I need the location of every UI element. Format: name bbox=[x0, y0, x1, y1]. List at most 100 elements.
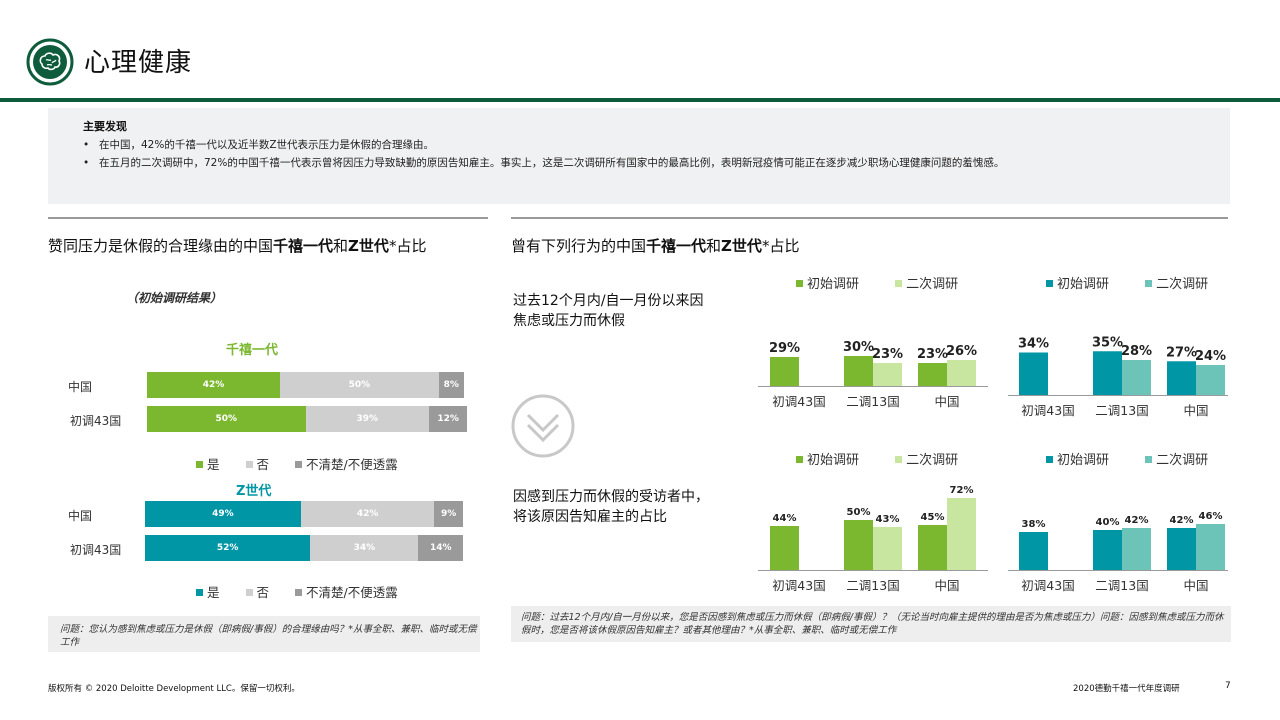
category-label: 二调13国 bbox=[846, 578, 899, 593]
bar bbox=[1196, 524, 1225, 570]
genz-group-title: Z世代 bbox=[236, 484, 272, 499]
left-footnote: 问题：您认为感到焦虑或压力是休假（即病假/事假）的合理缘由吗？*从事全职、兼职、… bbox=[48, 616, 480, 652]
legend-genz: 是 否 不清楚/不便透露 bbox=[196, 582, 398, 601]
legend-item: 是 bbox=[196, 585, 220, 600]
key-findings-box: 主要发现 • 在中国，42%的千禧一代以及近半数Z世代表示压力是休假的合理缘由。 … bbox=[48, 108, 1230, 204]
section-rule-right bbox=[511, 217, 1228, 219]
data-label: 26% bbox=[946, 344, 977, 359]
data-label: 44% bbox=[773, 513, 797, 524]
bar bbox=[770, 526, 799, 570]
bar-segment: 34% bbox=[310, 535, 419, 561]
page-title: 心理健康 bbox=[84, 48, 193, 78]
bar-segment: 9% bbox=[434, 501, 463, 527]
category-label: 初调43国 bbox=[1021, 403, 1074, 418]
bar bbox=[770, 357, 799, 386]
data-label: 30% bbox=[843, 340, 874, 355]
category-label: 初调43国 bbox=[772, 578, 825, 593]
bar-chart-told-employer-genz: 38% 初调43国 40% 42% 二调13国 42% 46% 中国 bbox=[1008, 511, 1228, 593]
legend-item: 不清楚/不便透露 bbox=[295, 457, 398, 472]
bar-segment: 42% bbox=[300, 501, 435, 527]
bar bbox=[1093, 351, 1122, 395]
bar-segment: 50% bbox=[147, 406, 306, 432]
data-label: 28% bbox=[1121, 344, 1152, 359]
bar bbox=[844, 520, 873, 570]
bar-segment: 8% bbox=[438, 372, 464, 398]
category-label: 二调13国 bbox=[1095, 578, 1148, 593]
legend-item: 不清楚/不便透露 bbox=[295, 585, 398, 600]
data-label: 46% bbox=[1199, 511, 1223, 522]
category-label: 中国 bbox=[1183, 403, 1208, 418]
legend-right-top-genz: 初始调研 二次调研 bbox=[1046, 273, 1208, 292]
legend-item: 否 bbox=[245, 585, 269, 600]
category-label: 中国 bbox=[934, 578, 959, 593]
legend-item: 否 bbox=[245, 457, 269, 472]
page-number: 7 bbox=[1225, 681, 1231, 691]
bar bbox=[873, 363, 902, 386]
left-section-title: 赞同压力是休假的合理缘由的中国千禧一代和Z世代*占比 bbox=[48, 237, 427, 255]
legend-right-top-millennial: 初始调研 二次调研 bbox=[796, 273, 958, 292]
category-label: 初调43国 bbox=[1021, 578, 1074, 593]
bar bbox=[1093, 530, 1122, 570]
bar bbox=[844, 356, 873, 386]
legend-item: 二次调研 bbox=[1145, 453, 1208, 468]
legend-item: 初始调研 bbox=[796, 277, 859, 292]
bar-segment: 42% bbox=[147, 372, 281, 398]
row-label: 初调43国 bbox=[70, 414, 122, 428]
row1-description: 过去12个月内/自一月份以来因 焦虑或压力而休假 bbox=[513, 293, 704, 329]
bar bbox=[1019, 532, 1048, 570]
row-label: 初调43国 bbox=[70, 543, 122, 557]
row2-description: 因感到压力而休假的受访者中， 将该原因告知雇主的占比 bbox=[513, 489, 709, 525]
legend-right-bottom-genz: 初始调研 二次调研 bbox=[1046, 449, 1208, 468]
stacked-bar: 50% 39% 12% bbox=[147, 406, 468, 432]
findings-title: 主要发现 bbox=[83, 120, 127, 133]
row-label: 中国 bbox=[68, 380, 93, 394]
legend-right-bottom-millennial: 初始调研 二次调研 bbox=[796, 449, 958, 468]
data-label: 27% bbox=[1166, 345, 1197, 360]
data-label: 42% bbox=[1125, 515, 1149, 526]
finding-text: 在五月的二次调研中，72%的中国千禧一代表示曾将因压力导致缺勤的原因告知雇主。事… bbox=[99, 157, 1005, 169]
left-subtitle: （初始调研结果） bbox=[126, 291, 223, 305]
bar-segment: 52% bbox=[145, 535, 311, 561]
bar bbox=[873, 527, 902, 570]
legend-millennial: 是 否 不清楚/不便透露 bbox=[196, 454, 398, 473]
brain-icon bbox=[26, 38, 74, 86]
finding-item: • 在中国，42%的千禧一代以及近半数Z世代表示压力是休假的合理缘由。 bbox=[83, 139, 435, 151]
legend-item: 是 bbox=[196, 457, 220, 472]
category-label: 中国 bbox=[1183, 578, 1208, 593]
copyright-footer: 版权所有 © 2020 Deloitte Development LLC。保留一… bbox=[48, 684, 300, 694]
bar bbox=[1196, 365, 1225, 395]
bar bbox=[1167, 361, 1196, 395]
category-label: 二调13国 bbox=[846, 394, 899, 409]
data-label: 50% bbox=[847, 507, 871, 518]
legend-item: 初始调研 bbox=[1046, 277, 1109, 292]
data-label: 24% bbox=[1195, 349, 1226, 364]
category-label: 初调43国 bbox=[772, 394, 825, 409]
right-section-title: 曾有下列行为的中国千禧一代和Z世代*占比 bbox=[511, 237, 800, 255]
data-label: 45% bbox=[921, 512, 945, 523]
data-label: 34% bbox=[1018, 337, 1049, 352]
data-label: 40% bbox=[1096, 517, 1120, 528]
bar bbox=[918, 363, 947, 386]
data-label: 43% bbox=[876, 514, 900, 525]
report-name-footer: 2020德勤千禧一代年度调研 bbox=[1073, 684, 1180, 694]
data-label: 23% bbox=[872, 347, 903, 362]
bar-segment: 50% bbox=[280, 372, 439, 398]
bar-chart-told-employer-millennial: 44% 初调43国 50% 43% 二调13国 45% 72% 中国 bbox=[758, 485, 988, 593]
data-label: 38% bbox=[1022, 519, 1046, 530]
bar-chart-time-off-genz: 34% 初调43国 35%28% 二调13国 27%24% 中国 bbox=[1008, 335, 1228, 418]
millennial-group-title: 千禧一代 bbox=[226, 343, 279, 358]
bar bbox=[1019, 352, 1048, 395]
bar-segment: 49% bbox=[145, 501, 301, 527]
data-label: 35% bbox=[1092, 335, 1123, 350]
legend-item: 初始调研 bbox=[796, 453, 859, 468]
data-label: 42% bbox=[1170, 515, 1194, 526]
legend-item: 二次调研 bbox=[895, 453, 958, 468]
data-label: 29% bbox=[769, 341, 800, 356]
legend-item: 二次调研 bbox=[1145, 277, 1208, 292]
bar-segment: 14% bbox=[418, 535, 463, 561]
right-footnote: 问题：过去12个月内/自一月份以来，您是否因感到焦虑或压力而休假（即病假/事假）… bbox=[511, 606, 1231, 642]
row-label: 中国 bbox=[68, 509, 93, 523]
data-label: 72% bbox=[950, 485, 974, 496]
bar bbox=[1167, 528, 1196, 570]
finding-text: 在中国，42%的千禧一代以及近半数Z世代表示压力是休假的合理缘由。 bbox=[99, 139, 435, 151]
